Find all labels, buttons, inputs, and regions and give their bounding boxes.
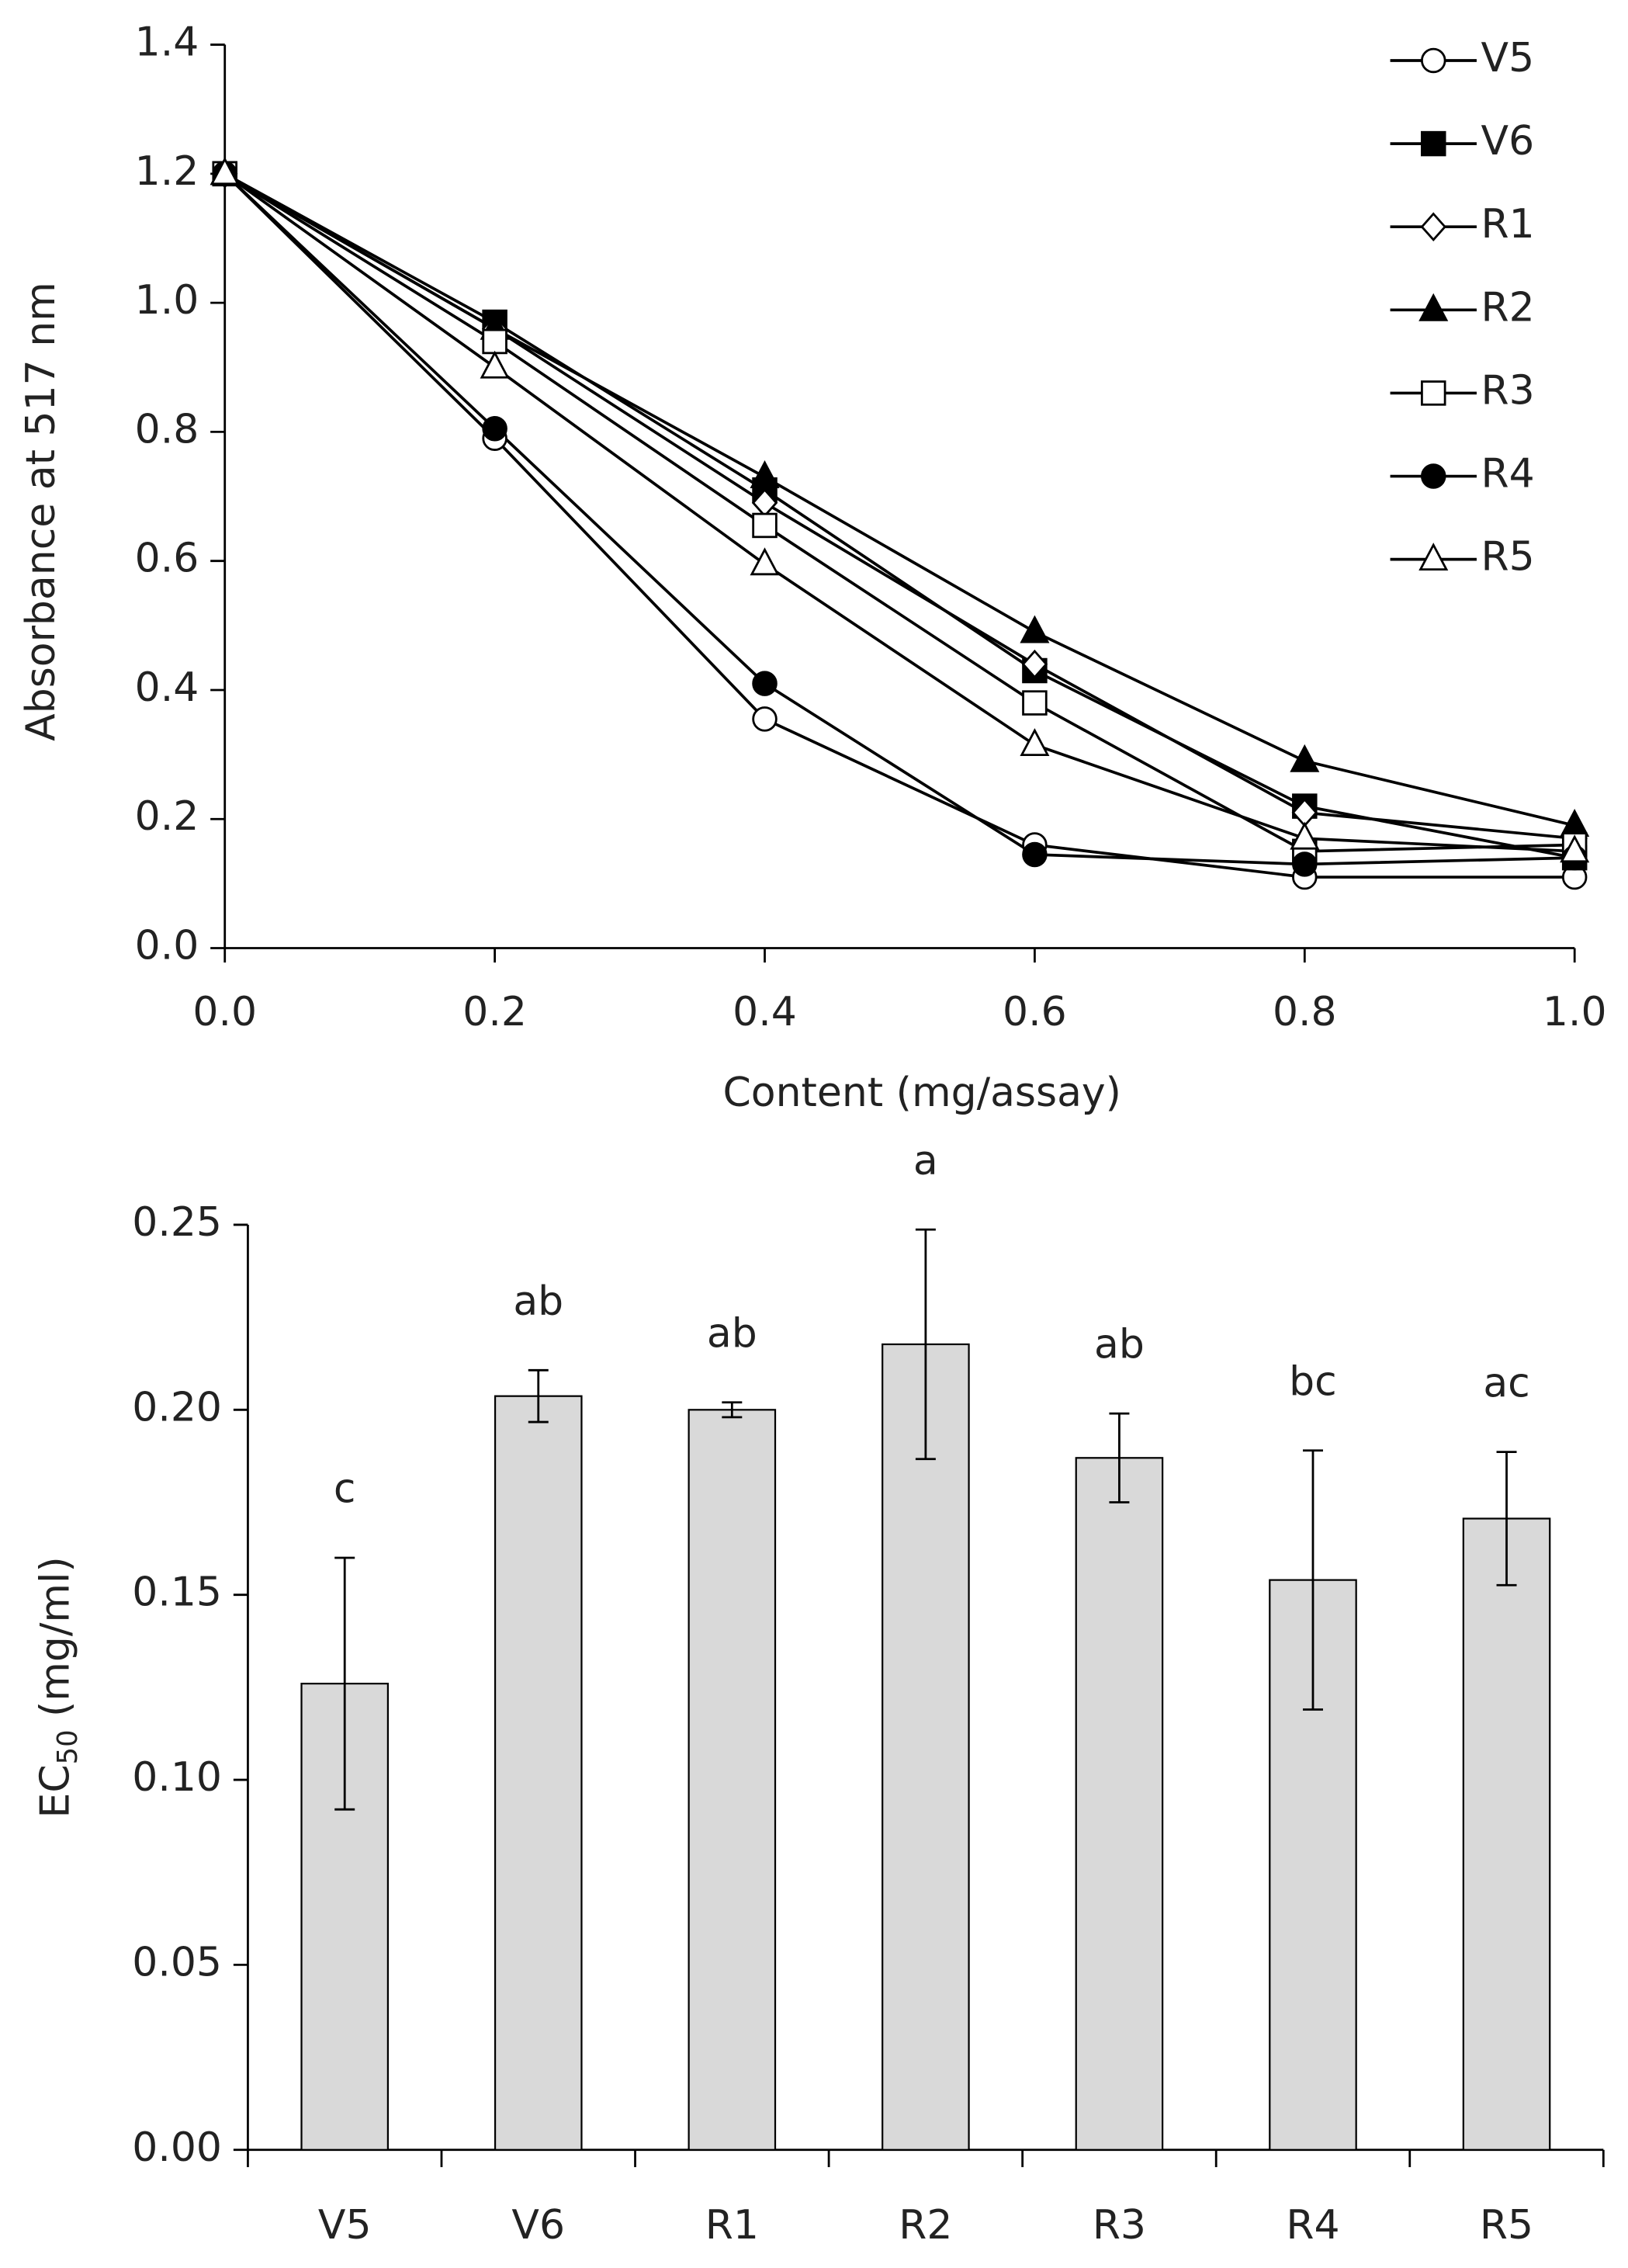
y-tick-label: 0.2	[135, 793, 199, 840]
bar	[494, 1395, 583, 2151]
y-axis-label: EC50 (mg/ml)	[32, 1556, 84, 1818]
y-tick-label: 0.15	[132, 1569, 222, 1616]
marker	[482, 415, 507, 442]
y-tick-label: 1.2	[135, 148, 199, 195]
series-line	[223, 172, 1575, 866]
marker	[1290, 744, 1320, 772]
y-tick-label: 0.20	[132, 1384, 222, 1431]
x-tick-label: V5	[318, 2202, 372, 2249]
y-label-rest: (mg/ml)	[32, 1556, 78, 1729]
marker	[752, 671, 778, 696]
marker	[1021, 649, 1048, 679]
legend-marker	[1418, 543, 1449, 571]
marker	[1292, 851, 1318, 877]
x-tick-label: 0.2	[462, 989, 527, 1035]
legend-marker	[1420, 212, 1446, 242]
marker	[482, 328, 507, 355]
marker	[750, 547, 780, 576]
legend-label: R4	[1481, 451, 1535, 498]
legend-marker	[1418, 293, 1449, 321]
legend-marker	[1421, 380, 1446, 406]
marker	[1560, 834, 1590, 863]
marker	[1020, 615, 1050, 643]
series-line	[223, 172, 1575, 841]
x-tick-label: R4	[1286, 2202, 1339, 2249]
bar	[882, 1343, 970, 2151]
annotation: ac	[1483, 1360, 1529, 1406]
x-tick-label: R3	[1093, 2202, 1146, 2249]
y-tick-label: 0.8	[135, 406, 199, 453]
series-line	[223, 172, 1575, 859]
y-tick-label: 0.00	[132, 2124, 222, 2171]
marker	[480, 350, 510, 379]
series-line	[223, 172, 1575, 853]
marker	[1290, 821, 1320, 850]
x-tick-label: 0.4	[733, 989, 797, 1035]
x-tick-label: 0.8	[1273, 989, 1337, 1035]
annotation: bc	[1289, 1358, 1337, 1405]
marker	[1022, 841, 1048, 868]
legend-marker	[1421, 47, 1446, 74]
series-line	[223, 172, 1575, 853]
y-tick-label: 0.6	[135, 536, 199, 582]
legend-label: R1	[1481, 201, 1535, 248]
x-axis-label: Content (mg/assay)	[722, 1070, 1121, 1116]
series-line	[223, 172, 1575, 879]
bar	[1075, 1457, 1164, 2151]
marker	[752, 706, 778, 732]
bar	[1462, 1517, 1551, 2151]
y-tick-label: 0.10	[132, 1754, 222, 1801]
x-tick-label: 0.0	[192, 989, 257, 1035]
y-axis-label: Absorbance at 517 nm	[18, 282, 64, 741]
y-tick-label: 1.4	[135, 19, 199, 66]
x-tick-label: 0.6	[1003, 989, 1067, 1035]
y-tick-label: 0.25	[132, 1199, 222, 1246]
marker	[210, 157, 240, 186]
marker	[1022, 690, 1048, 716]
annotation: ab	[707, 1310, 757, 1357]
x-tick-label: R2	[899, 2202, 952, 2249]
y-tick-label: 0.4	[135, 664, 199, 711]
legend-label: V6	[1481, 118, 1535, 165]
legend-marker	[1421, 463, 1446, 489]
x-tick-label: V6	[511, 2202, 565, 2249]
legend-label: V5	[1481, 35, 1535, 81]
legend-label: R5	[1481, 534, 1535, 581]
y-tick-label: 0.05	[132, 1939, 222, 1985]
legend-marker	[1421, 130, 1446, 157]
marker	[752, 512, 778, 539]
annotation: a	[913, 1138, 938, 1184]
y-label-sub: 50	[52, 1729, 84, 1764]
y-label-main: EC	[32, 1764, 78, 1818]
x-tick-label: R5	[1480, 2202, 1533, 2249]
marker	[750, 460, 780, 488]
x-tick-label: 1.0	[1543, 989, 1607, 1035]
annotation: c	[334, 1466, 356, 1513]
y-tick-label: 1.0	[135, 277, 199, 324]
annotation: ab	[1094, 1322, 1145, 1368]
marker	[1020, 728, 1050, 757]
legend-label: R3	[1481, 367, 1535, 414]
legend-label: R2	[1481, 284, 1535, 331]
bar	[688, 1409, 777, 2151]
x-tick-label: R1	[705, 2202, 759, 2249]
series-line	[223, 172, 1575, 827]
annotation: ab	[513, 1278, 563, 1325]
y-tick-label: 0.0	[135, 923, 199, 969]
